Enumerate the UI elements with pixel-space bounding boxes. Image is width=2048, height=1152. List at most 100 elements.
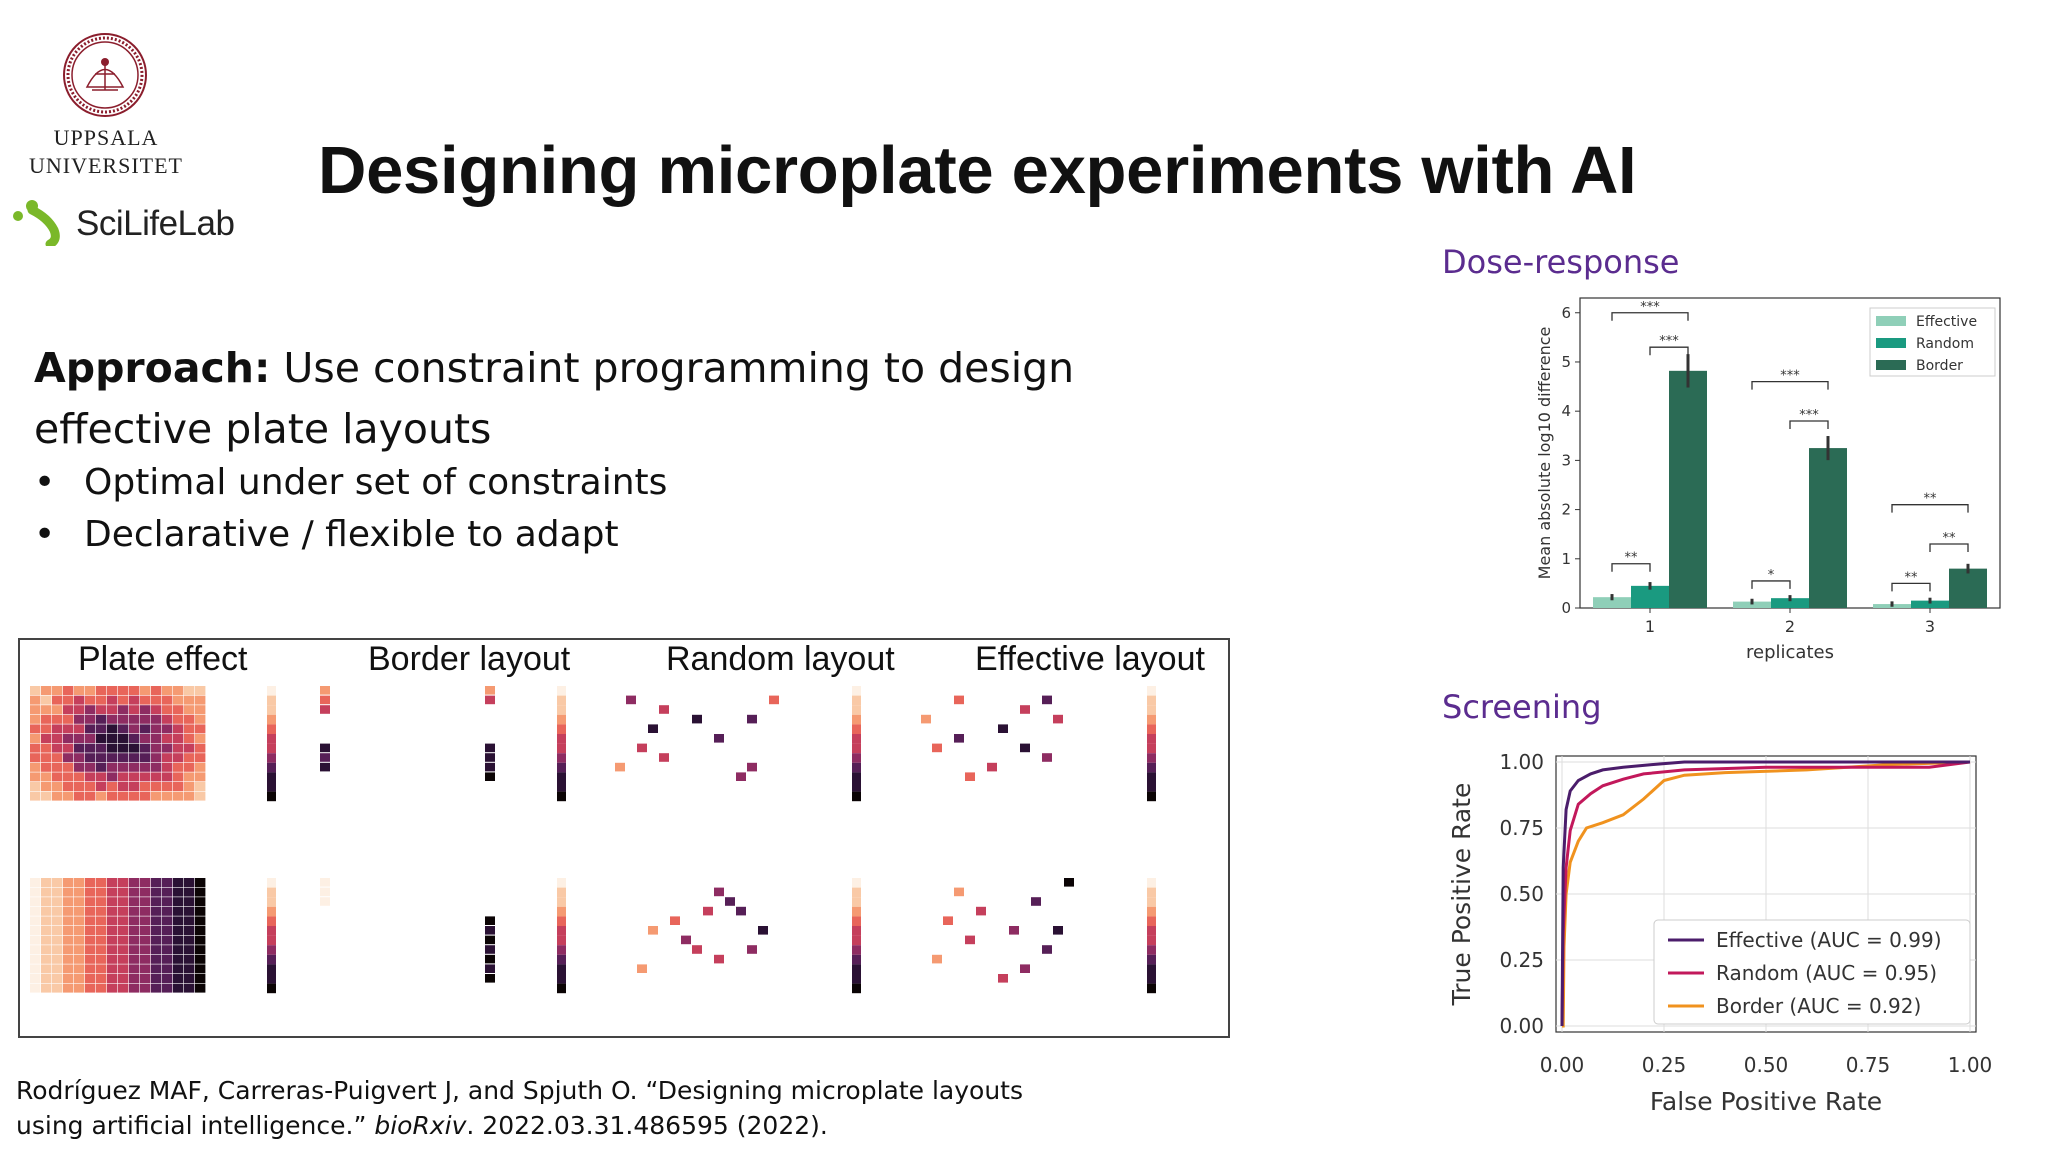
plate-cell — [998, 974, 1008, 983]
colorbar-segment — [1147, 753, 1156, 763]
plate-cell — [63, 964, 74, 974]
plate-cell — [151, 935, 162, 945]
plate-cell — [184, 916, 195, 926]
significance-label: *** — [1659, 334, 1679, 349]
plate-cell — [74, 762, 85, 772]
x-tick-label: 1.00 — [1948, 1053, 1993, 1077]
legend-label: Border (AUC = 0.92) — [1716, 994, 1921, 1018]
roc-curve — [1560, 760, 1971, 1027]
plate-cell — [320, 887, 330, 897]
plate-cell — [52, 954, 63, 964]
plate-cell — [151, 714, 162, 724]
plate-cell — [184, 906, 195, 916]
plate-cell — [195, 772, 206, 782]
plate-cell — [30, 762, 41, 772]
plate-cell — [85, 762, 96, 772]
plate-cell — [151, 686, 162, 695]
plate-cell — [107, 897, 118, 907]
plate-cell — [151, 734, 162, 743]
university-name-line1: UPPSALA — [53, 125, 159, 150]
plate-cell — [195, 906, 206, 916]
colorbar-segment — [267, 945, 276, 955]
plate-cell — [96, 935, 107, 945]
plate-cell — [74, 964, 85, 974]
plate-cell — [162, 887, 173, 897]
colorbar-segment — [1147, 887, 1156, 898]
plate-cell — [118, 734, 129, 743]
significance-label: ** — [1905, 570, 1919, 585]
plate-cell — [320, 695, 330, 705]
plate-cell — [96, 964, 107, 974]
plate-cell — [173, 926, 184, 935]
plate-cell — [162, 897, 173, 907]
significance-bracket — [1611, 312, 1689, 321]
plate-cell — [129, 945, 140, 955]
plate-cell — [96, 878, 107, 887]
plate-cell — [637, 743, 647, 753]
bar-border — [1809, 448, 1847, 608]
bullet-dot: • — [34, 514, 56, 555]
colorbar-segment — [267, 935, 276, 946]
plate-cell — [162, 705, 173, 715]
plate-cell — [63, 906, 74, 916]
plate-cell — [52, 686, 63, 695]
colorbar-segment — [267, 906, 276, 917]
plate-cell — [195, 983, 206, 993]
colorbar-segment — [557, 791, 566, 802]
plate-cell — [85, 686, 96, 695]
panel-title-random-layout: Random layout — [666, 640, 895, 678]
plate-cell — [107, 954, 118, 964]
plate-cell — [52, 782, 63, 791]
plate-cell — [41, 916, 52, 926]
colorbar-segment — [1147, 782, 1156, 792]
plate-cell — [140, 791, 151, 801]
plate-cell — [63, 743, 74, 753]
plate-cell — [52, 878, 63, 887]
y-tick-label: 3 — [1561, 451, 1571, 469]
plate-cell — [162, 724, 173, 734]
plate-cell — [96, 897, 107, 907]
plate-cell — [52, 791, 63, 801]
colorbar-segment — [267, 743, 276, 754]
plate-cell — [162, 974, 173, 983]
plate-cell — [173, 983, 184, 993]
plate-cell — [151, 878, 162, 887]
colorbar-segment — [557, 878, 566, 888]
plate-cell — [140, 916, 151, 926]
legend-box — [1653, 919, 1971, 1025]
plate-cell — [184, 686, 195, 695]
plate-cell — [96, 916, 107, 926]
plate-cell — [85, 753, 96, 763]
colorbar-segment — [557, 926, 566, 936]
plate-cell — [107, 791, 118, 801]
plate-cell — [195, 714, 206, 724]
colorbar-segment — [557, 743, 566, 754]
plate-cell — [41, 686, 52, 695]
colorbar-segment — [557, 916, 566, 926]
plate-cell — [63, 782, 74, 791]
plate-cell — [140, 743, 151, 753]
colorbar-segment — [557, 695, 566, 706]
plate-cell — [173, 906, 184, 916]
plate-cell — [118, 782, 129, 791]
plate-cell — [85, 935, 96, 945]
colorbar-segment — [852, 753, 861, 763]
plate-cell — [85, 926, 96, 935]
plate-cell — [184, 887, 195, 897]
colorbar-segment — [557, 762, 566, 773]
plate-cell — [162, 782, 173, 791]
plate-cell — [107, 935, 118, 945]
plate-cell — [184, 964, 195, 974]
plate-cell — [320, 705, 330, 714]
plate-cell — [736, 906, 746, 916]
plate-cell — [485, 954, 495, 964]
plate-cell — [195, 954, 206, 964]
plate-cell — [151, 916, 162, 926]
plate-cell — [659, 705, 669, 714]
bar-random — [1911, 600, 1949, 608]
plate-cell — [162, 772, 173, 782]
plate-cell — [140, 734, 151, 743]
plate-cell — [162, 926, 173, 935]
colorbar-segment — [267, 897, 276, 907]
plate-cell — [74, 906, 85, 916]
